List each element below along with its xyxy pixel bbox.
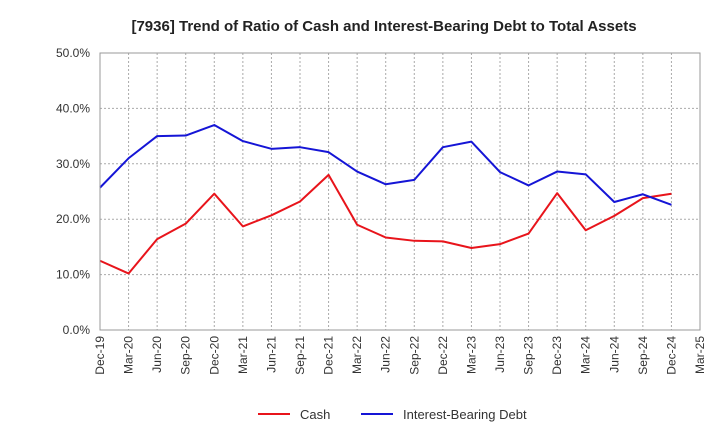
- plot-frame: [99, 52, 701, 331]
- x-tick-label: Mar-25: [693, 336, 707, 374]
- legend-label: Cash: [300, 407, 330, 422]
- legend-label: Interest-Bearing Debt: [403, 407, 527, 422]
- y-tick-label: 40.0%: [56, 101, 90, 115]
- x-tick-label: Mar-20: [122, 336, 136, 374]
- y-axis-ticks: 0.0% 10.0% 20.0% 30.0% 40.0% 50.0%: [56, 46, 90, 337]
- x-tick-label: Jun-24: [607, 336, 621, 373]
- x-tick-label: Sep-23: [522, 336, 536, 375]
- x-tick-label: Dec-21: [322, 336, 336, 375]
- x-tick-label: Mar-22: [350, 336, 364, 374]
- x-tick-label: Dec-22: [436, 336, 450, 375]
- x-tick-label: Dec-20: [207, 336, 221, 375]
- x-tick-label: Dec-23: [550, 336, 564, 375]
- y-tick-label: 30.0%: [56, 157, 90, 171]
- series-line-cash: [99, 173, 672, 275]
- x-tick-label: Sep-22: [407, 336, 421, 375]
- x-tick-label: Jun-22: [379, 336, 393, 373]
- y-tick-label: 0.0%: [63, 323, 91, 337]
- x-tick-label: Jun-21: [264, 336, 278, 373]
- series-lines: [99, 124, 672, 275]
- x-tick-label: Mar-24: [579, 336, 593, 374]
- x-tick-label: Dec-24: [664, 336, 678, 375]
- x-axis-ticks: Dec-19 Mar-20 Jun-20 Sep-20 Dec-20 Mar-21 Jun-…: [93, 336, 707, 375]
- x-tick-label: Dec-19: [93, 336, 107, 375]
- series-line-interest-bearing-debt: [99, 124, 672, 206]
- x-tick-label: Mar-23: [464, 336, 478, 374]
- y-tick-label: 10.0%: [56, 268, 90, 282]
- y-tick-label: 20.0%: [56, 212, 90, 226]
- x-tick-label: Sep-21: [293, 336, 307, 375]
- legend: Cash Interest-Bearing Debt: [258, 407, 527, 422]
- chart-title: [7936] Trend of Ratio of Cash and Intere…: [131, 18, 636, 35]
- y-tick-label: 50.0%: [56, 46, 90, 60]
- x-tick-label: Mar-21: [236, 336, 250, 374]
- x-tick-label: Sep-20: [179, 336, 193, 375]
- x-tick-label: Jun-23: [493, 336, 507, 373]
- x-tick-label: Sep-24: [636, 336, 650, 375]
- x-tick-label: Jun-20: [150, 336, 164, 373]
- grid: [100, 53, 700, 330]
